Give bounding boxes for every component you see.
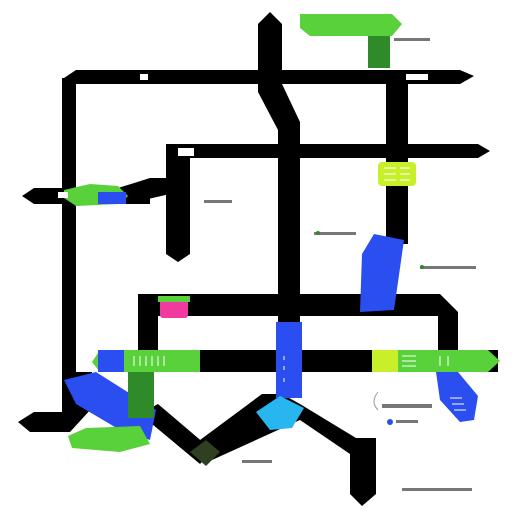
annotation-mark	[314, 232, 356, 235]
node-glyph-icon	[406, 74, 428, 80]
road-center-vertical	[258, 12, 300, 330]
marker-dot-icon	[387, 419, 393, 425]
road-right-vertical	[386, 70, 408, 168]
segment-pink-node	[160, 298, 188, 318]
segment-olive-node	[190, 440, 220, 466]
annotation-mark	[394, 38, 430, 41]
segment-green-top-drop	[368, 36, 390, 68]
marker-dot-icon	[420, 265, 424, 269]
segment-lime-node	[378, 162, 416, 186]
marker-dot-icon	[316, 231, 320, 235]
road-glyphs	[58, 74, 428, 198]
annotation-mark	[420, 266, 476, 269]
segment-blue-lower-right	[436, 372, 478, 422]
annotation-marks	[204, 38, 476, 491]
road-right-lower	[386, 180, 408, 244]
segment-blue-left-diagonal	[64, 372, 156, 440]
glyph-marks	[133, 167, 466, 411]
segment-blue-center	[276, 322, 302, 398]
road-second-horizontal	[166, 144, 490, 158]
segment-green-bottom-left	[68, 426, 150, 452]
node-glyph-icon	[133, 356, 165, 366]
node-glyph-icon	[402, 355, 449, 367]
road-left-vertical	[62, 78, 82, 420]
segment-green-dark-left	[128, 372, 154, 418]
segment-blue-right	[360, 234, 404, 312]
node-glyph-icon	[58, 192, 68, 198]
segment-blue-horizontal-left	[98, 350, 124, 372]
annotation-mark	[382, 404, 432, 408]
road-left-slant	[118, 178, 170, 204]
annotation-mark	[402, 488, 472, 491]
segment-green-horizontal-right	[398, 350, 500, 372]
road-bottom-v-right	[200, 394, 376, 506]
bracket-icon	[373, 391, 379, 411]
node-glyph-icon	[384, 167, 410, 181]
annotation-mark	[396, 420, 418, 423]
annotation-mark	[242, 460, 272, 463]
annotation-mark	[204, 200, 232, 203]
segment-cyan-center	[256, 396, 304, 430]
road-mid-left-drop	[166, 144, 190, 262]
segment-green-pink-frame	[158, 296, 190, 302]
node-glyph-icon	[450, 397, 466, 411]
node-glyph-icon	[140, 74, 148, 80]
segment-blue-left	[98, 192, 126, 204]
segment-green-top	[300, 14, 402, 36]
colored-segments	[64, 14, 500, 466]
node-glyph-icon	[178, 148, 194, 156]
markers	[316, 231, 424, 425]
segment-lime-horizontal	[372, 350, 398, 372]
